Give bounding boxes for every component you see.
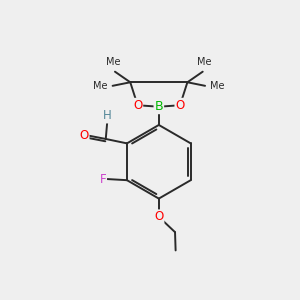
Text: B: B (154, 100, 163, 113)
Text: O: O (133, 99, 142, 112)
Text: O: O (176, 99, 185, 112)
Text: Me: Me (197, 57, 212, 67)
Text: F: F (100, 172, 106, 185)
Text: O: O (154, 210, 164, 223)
Text: Me: Me (210, 81, 224, 91)
Text: O: O (79, 129, 88, 142)
Text: H: H (103, 110, 112, 122)
Text: Me: Me (93, 81, 108, 91)
Text: Me: Me (106, 57, 121, 67)
